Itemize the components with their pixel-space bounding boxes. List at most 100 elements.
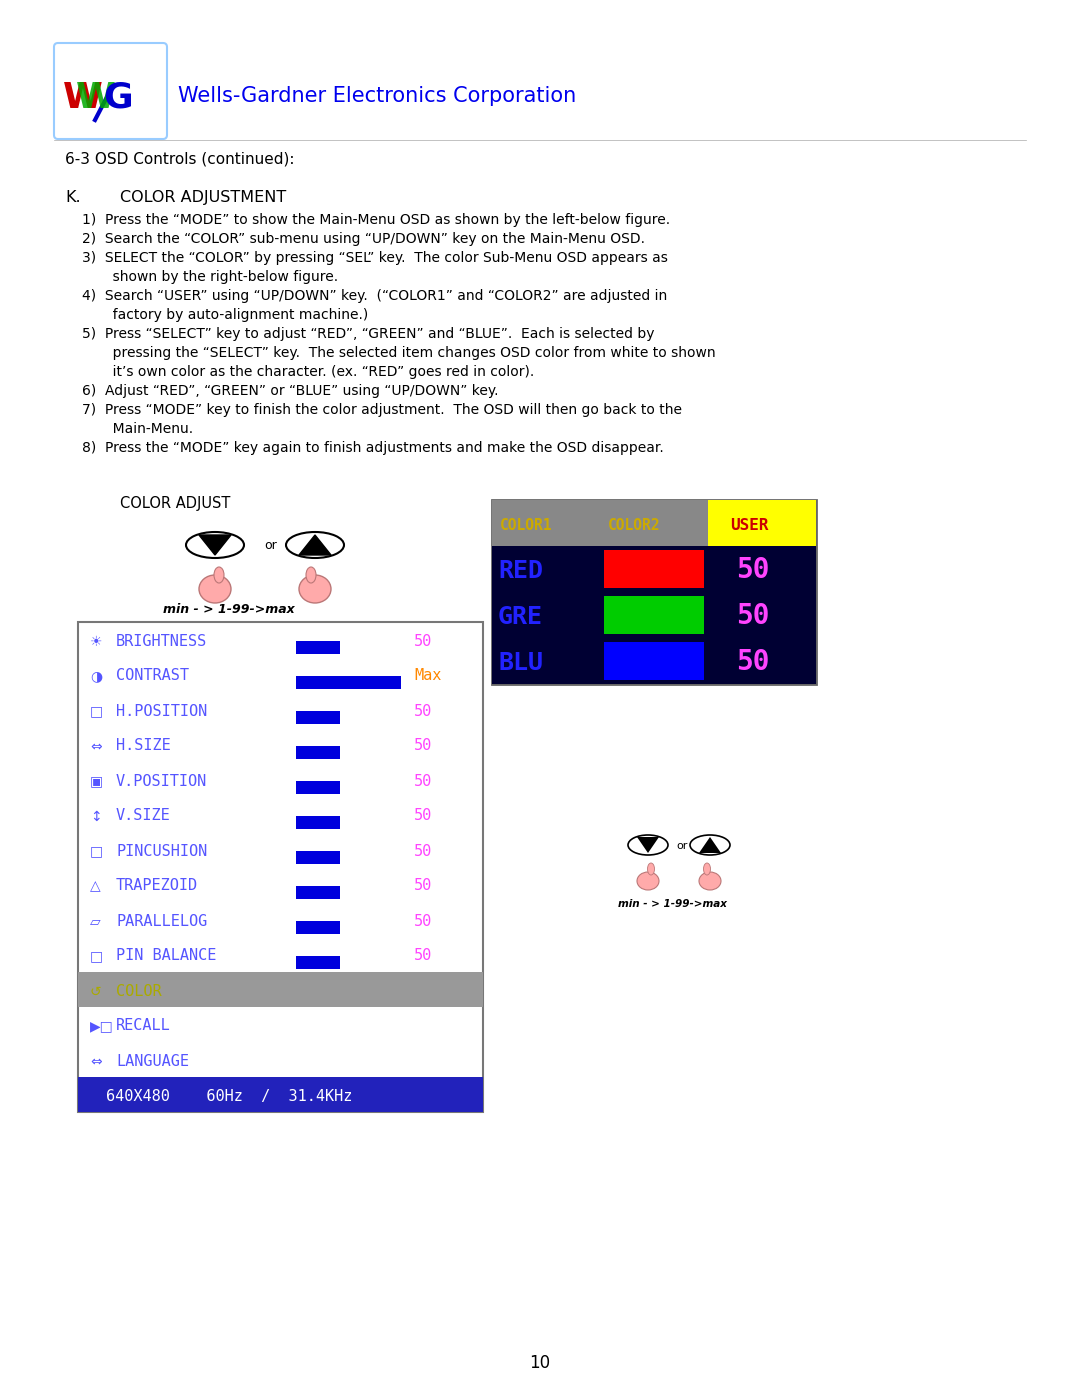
- Text: W: W: [63, 81, 103, 115]
- Text: CONTRAST: CONTRAST: [116, 669, 189, 683]
- Text: Wells-Gardner Electronics Corporation: Wells-Gardner Electronics Corporation: [178, 87, 577, 106]
- Text: TRAPEZOID: TRAPEZOID: [116, 879, 198, 894]
- Ellipse shape: [703, 863, 711, 875]
- Text: 640X480    60Hz  /  31.4KHz: 640X480 60Hz / 31.4KHz: [106, 1088, 352, 1104]
- Text: 2)  Search the “COLOR” sub-menu using “UP/DOWN” key on the Main-Menu OSD.: 2) Search the “COLOR” sub-menu using “UP…: [82, 232, 645, 246]
- Text: factory by auto-alignment machine.): factory by auto-alignment machine.): [82, 307, 368, 321]
- Bar: [708, 546, 816, 592]
- Text: it’s own color as the character. (ex. “RED” goes red in color).: it’s own color as the character. (ex. “R…: [82, 365, 535, 379]
- Text: LANGUAGE: LANGUAGE: [116, 1053, 189, 1069]
- Text: ▱: ▱: [90, 915, 100, 929]
- Text: V.POSITION: V.POSITION: [116, 774, 207, 788]
- Text: 50: 50: [414, 879, 432, 894]
- Text: 50: 50: [414, 914, 432, 929]
- Text: 50: 50: [735, 602, 769, 630]
- Text: 3)  SELECT the “COLOR” by pressing “SEL” key.  The color Sub-Menu OSD appears as: 3) SELECT the “COLOR” by pressing “SEL” …: [82, 251, 667, 265]
- Text: COLOR2: COLOR2: [608, 518, 661, 534]
- Polygon shape: [299, 535, 330, 555]
- Text: 50: 50: [414, 633, 432, 648]
- Text: V.SIZE: V.SIZE: [116, 809, 171, 823]
- Text: min - > 1-99->max: min - > 1-99->max: [618, 900, 727, 909]
- Text: □: □: [90, 704, 103, 718]
- Text: PIN BALANCE: PIN BALANCE: [116, 949, 216, 964]
- Bar: [604, 643, 704, 680]
- Text: COLOR ADJUSTMENT: COLOR ADJUSTMENT: [120, 190, 286, 205]
- Text: COLOR1: COLOR1: [500, 518, 553, 534]
- Text: 6)  Adjust “RED”, “GREEN” or “BLUE” using “UP/DOWN” key.: 6) Adjust “RED”, “GREEN” or “BLUE” using…: [82, 384, 499, 398]
- Text: RED: RED: [498, 559, 543, 583]
- Bar: [296, 851, 340, 863]
- Bar: [604, 597, 704, 634]
- Polygon shape: [199, 535, 231, 555]
- Text: Main-Menu.: Main-Menu.: [82, 422, 193, 436]
- Text: H.POSITION: H.POSITION: [116, 704, 207, 718]
- Text: △: △: [90, 880, 100, 894]
- FancyBboxPatch shape: [54, 43, 167, 138]
- Ellipse shape: [214, 567, 224, 583]
- Text: ▶□: ▶□: [90, 1020, 113, 1034]
- Ellipse shape: [306, 567, 316, 583]
- Text: USER: USER: [730, 518, 769, 534]
- Text: or: or: [676, 841, 687, 851]
- Text: 6-3 OSD Controls (continued):: 6-3 OSD Controls (continued):: [65, 151, 295, 166]
- Text: 50: 50: [414, 949, 432, 964]
- Bar: [708, 500, 816, 546]
- Bar: [492, 638, 816, 685]
- Bar: [296, 886, 340, 898]
- Text: or: or: [264, 539, 276, 552]
- Text: BLU: BLU: [498, 651, 543, 675]
- Bar: [296, 816, 340, 828]
- Text: pressing the “SELECT” key.  The selected item changes OSD color from white to sh: pressing the “SELECT” key. The selected …: [82, 346, 716, 360]
- Text: GRE: GRE: [498, 605, 543, 629]
- Bar: [604, 550, 704, 588]
- Text: 10: 10: [529, 1354, 551, 1372]
- Ellipse shape: [699, 872, 721, 890]
- Bar: [604, 597, 704, 634]
- Bar: [78, 1077, 483, 1112]
- Bar: [492, 500, 816, 685]
- Text: ◑: ◑: [90, 669, 103, 683]
- Polygon shape: [699, 837, 721, 854]
- Text: ☀: ☀: [90, 634, 103, 648]
- Bar: [492, 546, 816, 592]
- Text: Max: Max: [414, 669, 442, 683]
- Text: ⇔: ⇔: [90, 739, 102, 753]
- Bar: [296, 956, 340, 968]
- Bar: [712, 643, 812, 680]
- Polygon shape: [637, 837, 659, 854]
- Bar: [712, 597, 812, 634]
- Text: BRIGHTNESS: BRIGHTNESS: [116, 633, 207, 648]
- Ellipse shape: [627, 835, 669, 855]
- Text: 7)  Press “MODE” key to finish the color adjustment.  The OSD will then go back : 7) Press “MODE” key to finish the color …: [82, 402, 681, 416]
- Ellipse shape: [199, 576, 231, 604]
- Text: 50: 50: [414, 844, 432, 859]
- Text: RECALL: RECALL: [116, 1018, 171, 1034]
- Text: H.SIZE: H.SIZE: [116, 739, 171, 753]
- Bar: [78, 622, 483, 1112]
- Bar: [712, 550, 812, 588]
- Bar: [604, 550, 704, 588]
- Text: W: W: [76, 81, 116, 115]
- Bar: [492, 500, 708, 546]
- Text: 50: 50: [735, 556, 769, 584]
- Bar: [708, 638, 816, 685]
- Text: shown by the right-below figure.: shown by the right-below figure.: [82, 270, 338, 284]
- Text: min - > 1-99->max: min - > 1-99->max: [163, 604, 295, 616]
- Text: 5)  Press “SELECT” key to adjust “RED”, “GREEN” and “BLUE”.  Each is selected by: 5) Press “SELECT” key to adjust “RED”, “…: [82, 327, 654, 341]
- Text: 50: 50: [735, 648, 769, 676]
- Text: 50: 50: [414, 774, 432, 788]
- Ellipse shape: [186, 532, 244, 557]
- Ellipse shape: [648, 863, 654, 875]
- Text: 50: 50: [414, 704, 432, 718]
- Bar: [78, 972, 483, 1007]
- Text: ↕: ↕: [90, 809, 102, 823]
- Bar: [296, 711, 340, 724]
- Ellipse shape: [299, 576, 330, 604]
- Bar: [296, 781, 340, 793]
- Bar: [296, 921, 340, 933]
- Bar: [296, 746, 340, 759]
- Text: 50: 50: [414, 809, 432, 823]
- Text: 4)  Search “USER” using “UP/DOWN” key.  (“COLOR1” and “COLOR2” are adjusted in: 4) Search “USER” using “UP/DOWN” key. (“…: [82, 289, 667, 303]
- Text: 50: 50: [414, 739, 432, 753]
- Text: COLOR ADJUST: COLOR ADJUST: [120, 496, 230, 511]
